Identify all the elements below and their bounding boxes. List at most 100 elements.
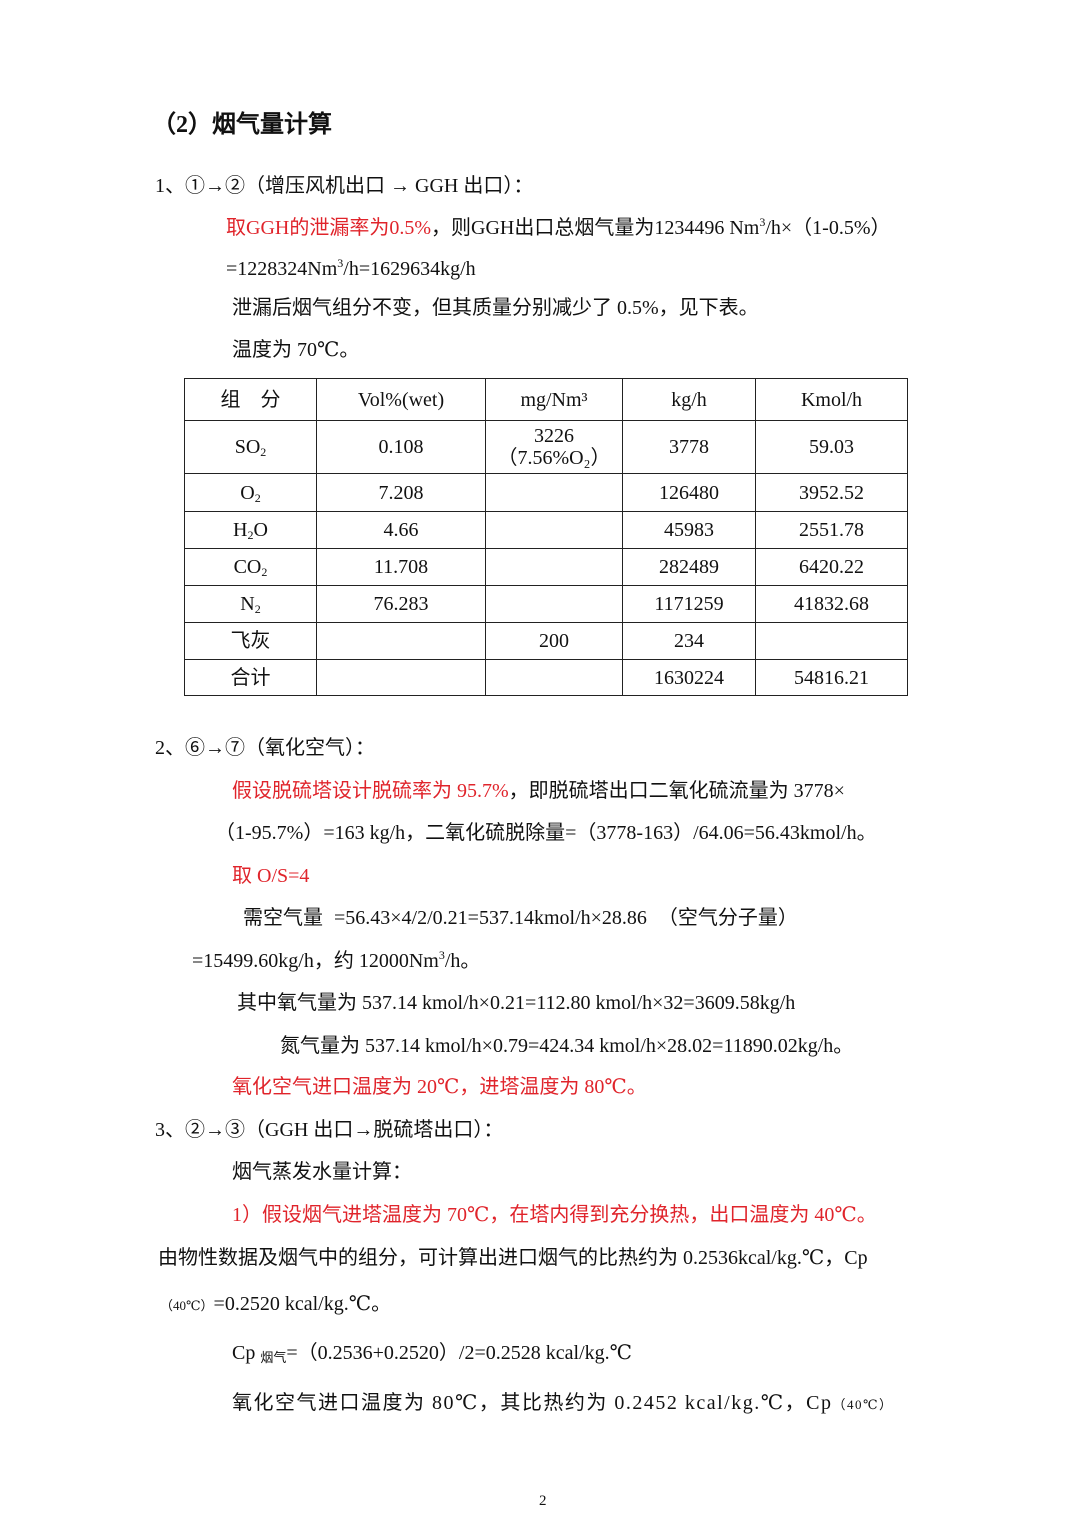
- t: =1228324Nm: [226, 258, 338, 280]
- cell-component: H2O: [184, 511, 317, 549]
- s2-line3: 取 O/S=4: [232, 865, 310, 887]
- s3-line1: 烟气蒸发水量计算：: [232, 1161, 412, 1183]
- cell-kg: 234: [622, 622, 756, 660]
- cell-mg: [485, 548, 623, 586]
- th: Kmol/h: [755, 378, 908, 421]
- cell-kmol: 3952.52: [755, 473, 908, 512]
- table-row: CO2 11.708 282489 6420.22: [184, 548, 908, 586]
- s2-line6: 其中氧气量为 537.14 kmol/h×0.21=112.80 kmol/h×…: [237, 992, 796, 1014]
- t: SO: [234, 436, 261, 458]
- cell-kg: 3778: [622, 420, 756, 474]
- s2-line7: 氮气量为 537.14 kmol/h×0.79=424.34 kmol/h×28…: [280, 1035, 854, 1057]
- sub: 2: [261, 565, 268, 579]
- s1-heading: 1、①→②（增压风机出口 → GGH 出口）：: [155, 175, 534, 197]
- cell-vol: 76.283: [316, 585, 486, 623]
- sub: 2: [254, 602, 261, 616]
- cell-vol: [316, 659, 486, 696]
- s3-line3: 由物性数据及烟气中的组分，可计算出进口烟气的比热约为 0.2536kcal/kg…: [158, 1247, 868, 1269]
- cell-mg: 3226 （7.56%O₂）: [485, 420, 623, 474]
- t: O: [240, 481, 255, 504]
- t: O: [253, 519, 268, 541]
- s1-line1-text: ，则GGH出口总烟气量为1234496 Nm: [431, 217, 760, 239]
- s1-line1-red: 取GGH的泄漏率为0.5%: [226, 217, 431, 239]
- t: 200: [539, 630, 569, 652]
- cell-kmol: 6420.22: [755, 548, 908, 586]
- s2-line2: （1-95.7%）=163 kg/h，二氧化硫脱除量=（3778-163）/64…: [215, 822, 877, 844]
- th: Vol%(wet): [316, 378, 486, 421]
- t: CO: [233, 556, 262, 578]
- sub: 2: [260, 445, 267, 459]
- s3-line6: 氧化空气进口温度为 80℃，其比热约为 0.2452 kcal/kg.℃，Cp（…: [232, 1390, 894, 1418]
- th: 组 分: [184, 378, 317, 421]
- th: mg/Nm³: [485, 378, 623, 421]
- page-number: 2: [539, 1493, 547, 1509]
- cell-vol: [316, 622, 486, 660]
- table-row: O2 7.208 126480 3952.52: [184, 473, 908, 512]
- t: =（0.2536+0.2520）/2=0.2528 kcal/kg.℃: [286, 1342, 632, 1364]
- t: 3226: [534, 425, 574, 447]
- cell-kg: 45983: [622, 511, 756, 549]
- cell-vol: 11.708: [316, 548, 486, 586]
- s1-line3: 泄漏后烟气组分不变，但其质量分别减少了 0.5%，见下表。: [232, 297, 759, 319]
- cell-kg: 282489: [622, 548, 756, 586]
- t: N: [240, 593, 255, 615]
- cell-vol: 0.108: [316, 420, 486, 474]
- cell-component: O2: [184, 473, 317, 512]
- s3-line5: Cp 烟气=（0.2536+0.2520）/2=0.2528 kcal/kg.℃: [232, 1340, 632, 1366]
- cell-component: SO2: [184, 420, 317, 474]
- cell-kmol: 41832.68: [755, 585, 908, 623]
- flue-gas-table: 组 分 Vol%(wet) mg/Nm³ kg/h Kmol/h SO2 0.10…: [184, 378, 908, 696]
- cell-kg: 1630224: [622, 659, 756, 696]
- cell-kmol: 54816.21: [755, 659, 908, 696]
- s2-line8: 氧化空气进口温度为 20℃，进塔温度为 80℃。: [232, 1076, 647, 1098]
- s2-heading: 2、⑥→⑦（氧化空气）：: [155, 737, 375, 759]
- table-header-row: 组 分 Vol%(wet) mg/Nm³ kg/h Kmol/h: [184, 378, 908, 421]
- table-row: H2O 4.66 45983 2551.78: [184, 511, 908, 549]
- cell-kg: 126480: [622, 473, 756, 512]
- s2-line4: 需空气量 =56.43×4/2/0.21=537.14kmol/h×28.86 …: [243, 907, 798, 929]
- sub: 2: [254, 490, 261, 505]
- section-title: （2）烟气量计算: [152, 112, 332, 138]
- cell-kmol: 2551.78: [755, 511, 908, 549]
- table-row: 合计 1630224 54816.21: [184, 659, 908, 696]
- s1-line2: =1228324Nm3/h=1629634kg/h: [226, 256, 476, 282]
- t: =0.2520 kcal/kg.℃。: [213, 1293, 392, 1315]
- table-row: SO2 0.108 3226 （7.56%O₂） 3778 59.03: [184, 420, 908, 474]
- cell-vol: 7.208: [316, 473, 486, 512]
- s1-line4: 温度为 70℃。: [232, 339, 360, 361]
- t: （40℃）: [160, 1298, 214, 1313]
- cell-mg: [485, 585, 623, 623]
- sup: 3: [337, 256, 344, 270]
- s1-line1: 取GGH的泄漏率为0.5%，则GGH出口总烟气量为1234496 Nm3/h×（…: [226, 215, 891, 241]
- t: ，即脱硫塔出口二氧化硫流量为 3778×: [508, 780, 845, 802]
- cell-kmol: 59.03: [755, 420, 908, 474]
- sub: 2: [247, 528, 254, 542]
- cell-component: CO2: [184, 548, 317, 586]
- t: H: [233, 519, 248, 541]
- cell-mg: 200: [485, 622, 623, 660]
- sub: 烟气: [260, 1350, 287, 1365]
- cell-component: 飞灰: [184, 622, 317, 660]
- t: （7.56%O₂）: [497, 447, 611, 469]
- s3-heading: 3、②→③（GGH 出口→脱硫塔出口）：: [155, 1119, 504, 1141]
- t: =15499.60kg/h，约 12000Nm: [192, 950, 439, 972]
- s3-line4: （40℃）=0.2520 kcal/kg.℃。: [160, 1291, 391, 1319]
- table-row: N2 76.283 1171259 41832.68: [184, 585, 908, 623]
- s1-line1-text2: /h×（1-0.5%）: [765, 217, 891, 239]
- sup: 3: [438, 948, 445, 962]
- cell-vol: 4.66: [316, 511, 486, 549]
- th: kg/h: [622, 378, 756, 421]
- s2-line1-red: 假设脱硫塔设计脱硫率为 95.7%: [232, 780, 509, 802]
- t: Cp: [232, 1342, 261, 1364]
- s2-line1: 假设脱硫塔设计脱硫率为 95.7%，即脱硫塔出口二氧化硫流量为 3778×: [232, 778, 845, 804]
- cell-kmol: [755, 622, 908, 660]
- t: 飞灰: [230, 630, 271, 652]
- table-row: 飞灰 200 234: [184, 622, 908, 660]
- cell-mg: [485, 473, 623, 512]
- s3-line2: 1）假设烟气进塔温度为 70℃，在塔内得到充分换热，出口温度为 40℃。: [232, 1204, 877, 1226]
- cell-mg: [485, 511, 623, 549]
- t: （40℃）: [832, 1397, 894, 1412]
- sup: 3: [759, 215, 766, 229]
- cell-component: N2: [184, 585, 317, 623]
- cell-component: 合计: [184, 659, 317, 696]
